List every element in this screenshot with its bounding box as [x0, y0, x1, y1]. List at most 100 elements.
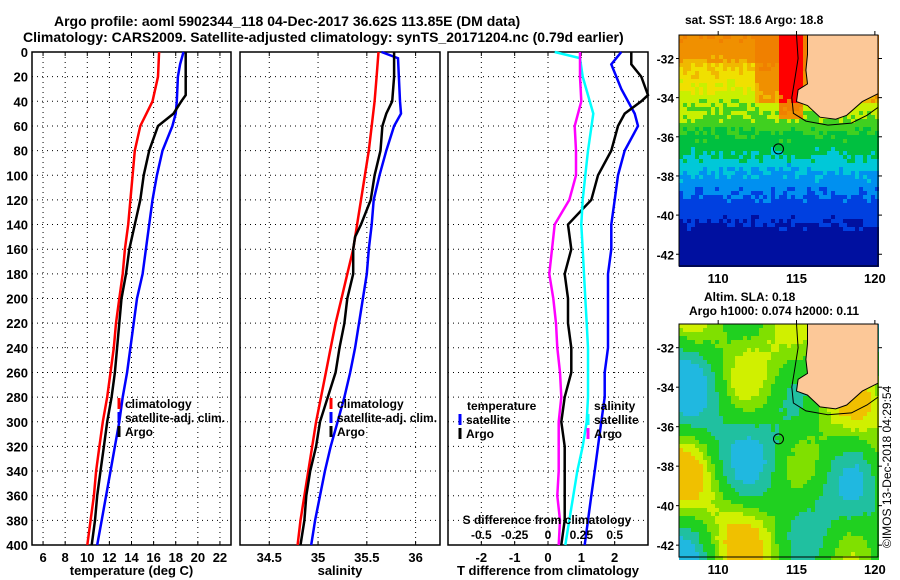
x-tick-label: 36 — [408, 550, 422, 565]
y-tick-label: -42 — [657, 248, 675, 262]
series-line-argo — [90, 52, 187, 546]
shelf-contour — [791, 34, 879, 126]
y-tick-label: 240 — [6, 341, 28, 356]
y-tick-label: -42 — [657, 539, 675, 553]
x-tick-label: 35 — [311, 550, 325, 565]
sst-map: -32 -34 -36 -38 -40 -42 110 115 120 — [657, 31, 886, 286]
series-line-s-argo — [548, 52, 583, 546]
figure-title-line2: Climatology: CARS2009. Satellite-adjuste… — [23, 29, 624, 45]
y-tick-label: 300 — [6, 415, 28, 430]
x-tick-label: 110 — [708, 271, 729, 286]
series-line-s-satellite — [554, 50, 595, 546]
y-tick-label: 180 — [6, 267, 28, 282]
x-tick-label: 6 — [39, 550, 46, 565]
y-tick-label: -32 — [657, 52, 675, 66]
plot-frame — [239, 51, 441, 546]
x-tick-label: 18 — [168, 550, 182, 565]
y-tick-label: 220 — [6, 316, 28, 331]
x-tick-label: 22 — [213, 550, 227, 565]
y-tick-label: -34 — [657, 92, 675, 106]
y-tick-label: 320 — [6, 439, 28, 454]
figure-title-line1: Argo profile: aoml 5902344_118 04-Dec-20… — [54, 13, 521, 29]
x-axis-label: T difference from climatology — [457, 563, 640, 578]
legend-label: climatology — [337, 397, 404, 411]
series-line-climatology — [86, 51, 161, 546]
x-tick-label: 8 — [62, 550, 69, 565]
secondary-x-tick-label: -0.25 — [501, 528, 529, 542]
sla-map-title-line2: Argo h1000: 0.074 h2000: 0.11 — [689, 304, 860, 318]
x-tick-label: 12 — [102, 550, 116, 565]
series-line-t-argo — [560, 52, 650, 546]
series-line-climatology — [296, 51, 380, 546]
y-tick-label: 20 — [14, 70, 28, 85]
x-tick-label: 34.5 — [257, 550, 282, 565]
y-tick-label: -38 — [657, 460, 675, 474]
plot-frame — [31, 51, 232, 546]
x-tick-label: 20 — [191, 550, 205, 565]
y-tick-label: 80 — [14, 144, 28, 159]
secondary-x-axis-label: S difference from climatology — [463, 513, 632, 527]
y-tick-label: -36 — [657, 131, 675, 145]
salinity-panel: 34.5 35 35.5 36 salinity climatologysatellite… — [239, 50, 441, 578]
y-tick-label: 140 — [6, 218, 28, 233]
x-tick-label: 14 — [124, 550, 139, 565]
y-tick-label: -32 — [657, 342, 675, 356]
legend-label: Argo — [337, 425, 365, 439]
y-tick-label: -34 — [657, 381, 675, 395]
legend-label: satellite — [594, 413, 639, 427]
legend-label: Argo — [466, 427, 494, 441]
y-tick-label: 60 — [14, 119, 28, 134]
y-tick-label: 360 — [6, 489, 28, 504]
map-frame — [678, 323, 879, 558]
legend-label: satellite-adj. clim. — [125, 411, 225, 425]
y-tick-label: 160 — [6, 242, 28, 257]
sla-map: -32 -34 -36 -38 -40 -42 110 115 120 — [657, 320, 886, 577]
y-tick-label: 120 — [6, 193, 28, 208]
y-tick-label: 200 — [6, 292, 28, 307]
secondary-x-tick-label: 0 — [545, 528, 552, 542]
profile-location-marker — [773, 433, 784, 445]
secondary-x-tick-label: -0.5 — [471, 528, 492, 542]
y-tick-label: 340 — [6, 464, 28, 479]
y-tick-label: 280 — [6, 390, 28, 405]
land-mass — [795, 34, 879, 120]
y-tick-label: 40 — [14, 94, 28, 109]
secondary-x-tick-label: 0.5 — [606, 528, 623, 542]
x-tick-label: 120 — [864, 271, 886, 286]
x-tick-label: 0 — [544, 550, 551, 565]
legend-heading-temperature: temperature — [467, 399, 537, 413]
y-tick-label: -40 — [657, 209, 675, 223]
y-tick-label: -40 — [657, 500, 675, 514]
profile-location-marker — [773, 143, 784, 155]
x-tick-label: 120 — [864, 562, 886, 577]
legend-label: Argo — [125, 425, 153, 439]
shelf-contour — [791, 323, 879, 416]
temperature-panel: 6 8 10 12 14 16 18 20 22 temperature (deg C) clima… — [31, 51, 232, 578]
y-tick-label: 260 — [6, 365, 28, 380]
y-tick-label: -36 — [657, 421, 675, 435]
secondary-x-tick-label: 0.25 — [570, 528, 594, 542]
x-tick-label: -2 — [476, 550, 488, 565]
legend-label: Argo — [594, 427, 622, 441]
difference-panel: -2 -1 0 1 2T difference from climatology S di… — [447, 50, 650, 578]
series-line-t-satellite — [583, 51, 640, 546]
x-tick-label: 2 — [611, 550, 618, 565]
y-tick-label: 100 — [6, 168, 28, 183]
legend-label: satellite — [466, 413, 511, 427]
x-tick-label: 115 — [786, 562, 807, 577]
x-tick-label: -1 — [509, 550, 521, 565]
y-tick-label: 0 — [21, 45, 28, 60]
x-tick-label: 115 — [786, 271, 807, 286]
x-tick-label: 16 — [146, 550, 160, 565]
legend-label: climatology — [125, 397, 192, 411]
sst-map-title: sat. SST: 18.6 Argo: 18.8 — [685, 13, 824, 27]
plot-frame — [447, 51, 649, 546]
sla-map-title-line1: Altim. SLA: 0.18 — [704, 290, 796, 304]
series-line-satellite-adj-clim- — [309, 50, 403, 546]
x-tick-label: 35.5 — [354, 550, 379, 565]
x-tick-label: 1 — [578, 550, 585, 565]
land-mass — [795, 323, 879, 410]
x-tick-label: 10 — [80, 550, 94, 565]
legend-heading-salinity: salinity — [594, 399, 636, 413]
